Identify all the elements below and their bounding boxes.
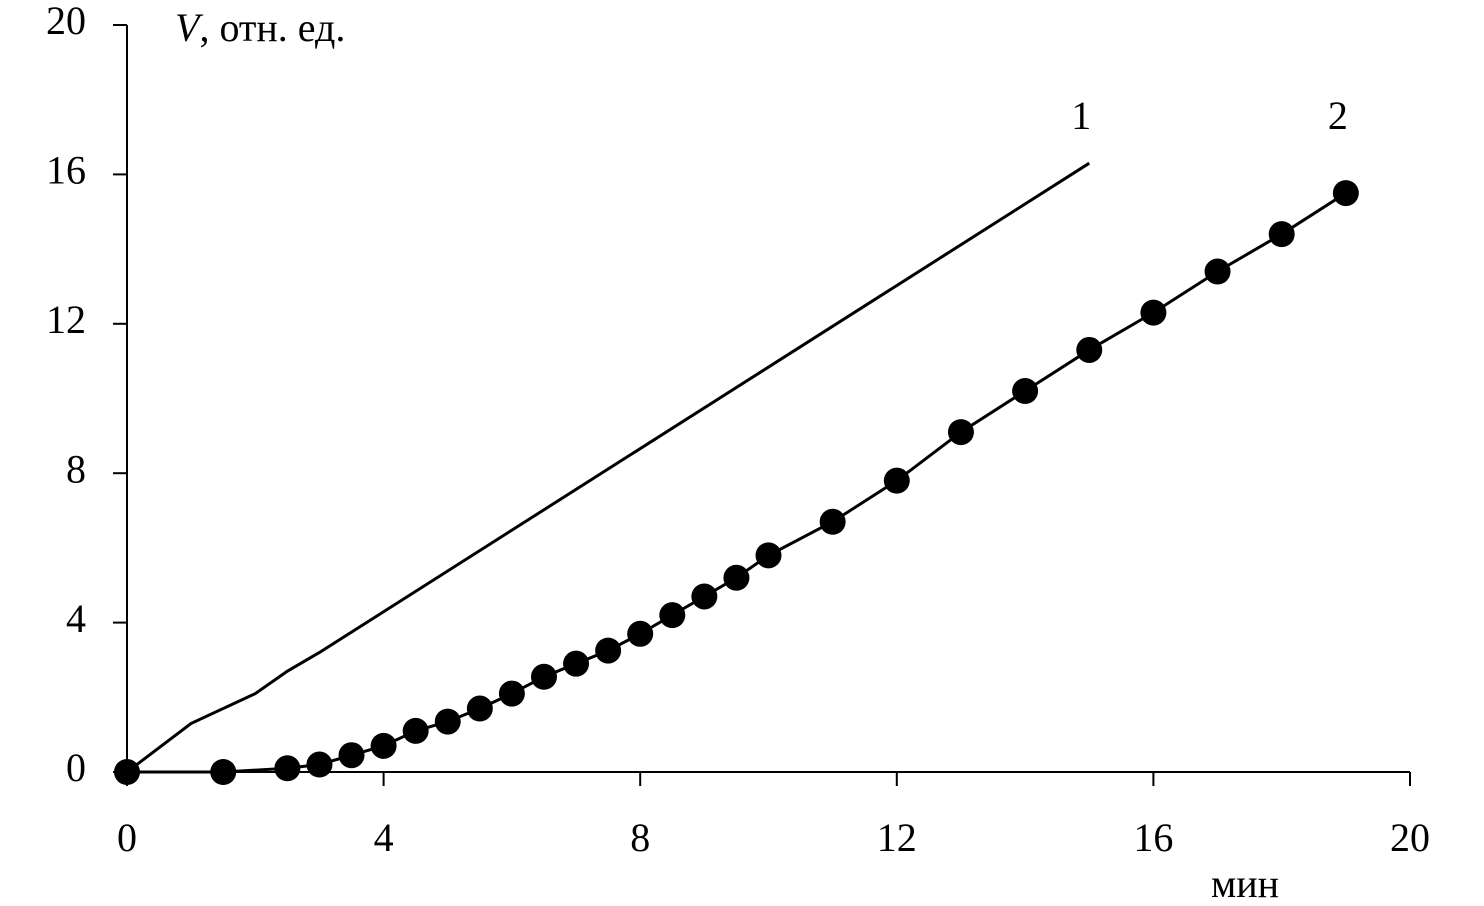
x-tick-label: 16 (1133, 815, 1173, 860)
data-point (1140, 299, 1167, 326)
data-point (819, 508, 846, 535)
y-tick-label: 12 (46, 297, 86, 342)
data-point (1332, 180, 1359, 207)
data-point (402, 717, 429, 744)
data-point (563, 650, 590, 677)
y-axis-label: V, отн. ед. (175, 5, 345, 50)
data-point (1076, 336, 1103, 363)
data-point (595, 637, 622, 664)
x-tick-label: 0 (117, 815, 137, 860)
data-point (306, 751, 333, 778)
data-point (498, 680, 525, 707)
x-tick-label: 20 (1390, 815, 1430, 860)
y-label-var: V (175, 5, 204, 50)
series-line (126, 161, 1091, 774)
data-point (466, 695, 493, 722)
data-point (659, 602, 686, 629)
data-point (627, 620, 654, 647)
y-tick-label: 16 (46, 148, 86, 193)
data-point (1268, 221, 1295, 248)
y-tick-label: 20 (46, 0, 86, 43)
series-line (127, 191, 1347, 774)
y-tick-label: 0 (66, 745, 86, 790)
x-tick-label: 4 (374, 815, 394, 860)
data-point (530, 663, 557, 690)
data-point (114, 759, 140, 785)
data-point (691, 583, 718, 610)
x-axis-label: мин (1211, 861, 1279, 906)
data-point (434, 708, 461, 735)
data-point (338, 742, 365, 769)
data-point (370, 732, 397, 759)
data-point (755, 542, 782, 569)
y-tick-label: 8 (66, 446, 86, 491)
x-tick-label: 12 (877, 815, 917, 860)
data-point (947, 419, 974, 446)
data-point (883, 467, 910, 494)
data-point (723, 564, 750, 591)
series-label: 2 (1328, 93, 1348, 138)
data-point (1204, 258, 1231, 285)
data-point (210, 759, 237, 785)
x-tick-label: 8 (630, 815, 650, 860)
y-label-unit: , отн. ед. (199, 5, 345, 50)
y-tick-label: 4 (66, 596, 86, 641)
series-label: 1 (1071, 93, 1091, 138)
data-point (274, 755, 301, 782)
data-point (1012, 378, 1039, 405)
